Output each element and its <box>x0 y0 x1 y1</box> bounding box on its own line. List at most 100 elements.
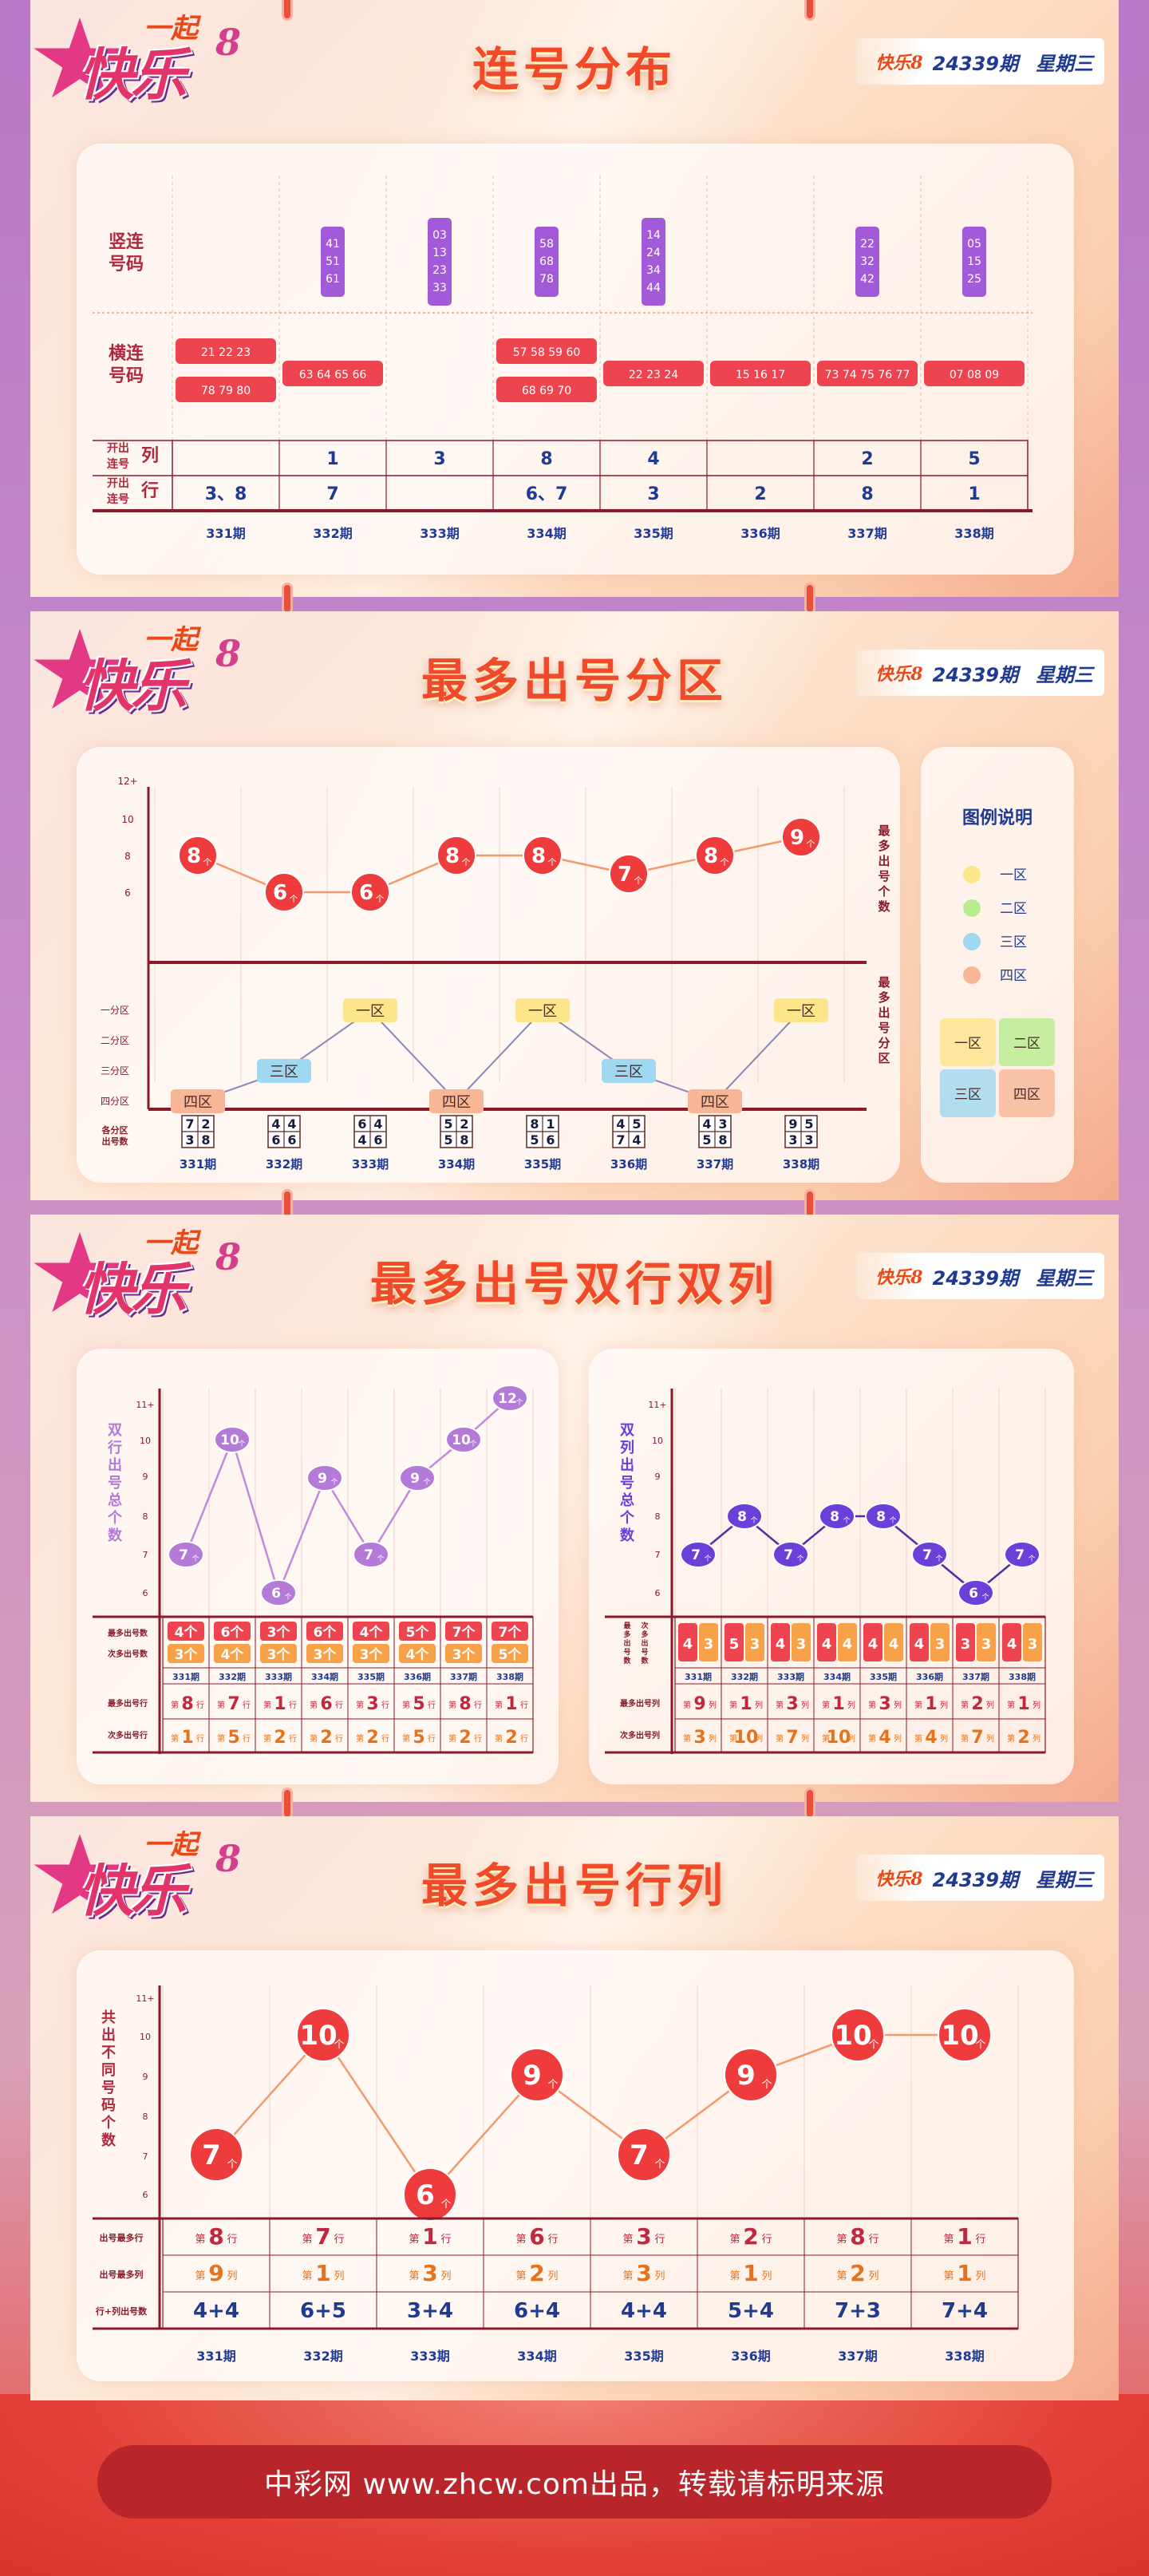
most-count-cell: 6个 <box>214 1622 251 1641</box>
svg-text:四区: 四区 <box>701 1094 729 1111</box>
svg-text:8: 8 <box>531 844 546 868</box>
period-label: 338期 <box>783 1157 819 1171</box>
svg-text:行: 行 <box>975 2234 985 2246</box>
svg-text:列: 列 <box>801 1733 809 1744</box>
svg-text:4: 4 <box>868 1636 879 1653</box>
svg-text:行: 行 <box>335 1700 343 1710</box>
svg-text:8: 8 <box>181 1694 193 1714</box>
svg-text:3: 3 <box>422 2260 437 2286</box>
svg-text:列: 列 <box>755 1733 763 1744</box>
svg-text:第: 第 <box>171 1700 179 1710</box>
svg-text:6: 6 <box>271 1586 281 1602</box>
svg-text:第: 第 <box>302 2270 312 2282</box>
svg-text:个: 个 <box>238 1440 245 1448</box>
svg-text:三区: 三区 <box>614 1064 643 1081</box>
svg-text:三区: 三区 <box>954 1087 981 1103</box>
svg-text:第: 第 <box>409 2234 419 2246</box>
hook-icon <box>282 0 293 21</box>
row-consec-value: 3、8 <box>205 484 247 504</box>
double-cols-card: 11+ 10 9 8 7 6 7 个 8 个 7 个 8 个 8 个 7 个 6 个 7 个双列出号总个数最多出号数次多出… <box>589 1349 1074 1784</box>
issue-badge: 快乐8 24339期 星期三 <box>857 38 1104 85</box>
most-count-cell: 6个 <box>306 1622 343 1641</box>
svg-text:7个: 7个 <box>452 1624 476 1641</box>
svg-text:连号: 连号 <box>107 492 129 506</box>
horizontal-consec-pill: 07 08 09 <box>924 361 1025 386</box>
y-tick-label: 11+ <box>136 1993 154 2004</box>
svg-text:8: 8 <box>876 1509 886 1525</box>
svg-text:竖连: 竖连 <box>109 231 144 252</box>
second-count-cell: 4 <box>838 1623 857 1661</box>
svg-text:7: 7 <box>630 2139 649 2171</box>
svg-text:1: 1 <box>925 1694 937 1714</box>
svg-text:行: 行 <box>107 1439 122 1456</box>
second-count-cell: 3 <box>792 1623 811 1661</box>
svg-text:个: 个 <box>547 2079 558 2091</box>
mini-logo-text: 快乐8 <box>875 53 923 73</box>
second-line-label: 次多出号列 <box>620 1730 660 1740</box>
consecutive-card: 竖连 号码 横连 号码 开出 连号列开出 连号行 41 51 61 03 13 23 33 58 68 78 14… <box>77 144 1074 575</box>
svg-text:7: 7 <box>971 1728 983 1748</box>
svg-text:第: 第 <box>310 1700 318 1710</box>
period-label: 335期 <box>634 526 673 541</box>
svg-text:44: 44 <box>646 282 661 294</box>
svg-text:7: 7 <box>618 863 632 887</box>
svg-text:号码: 号码 <box>109 255 144 275</box>
issue-badge: 快乐8 24339期 星期三 <box>857 650 1104 696</box>
svg-text:10: 10 <box>452 1432 471 1448</box>
svg-text:8: 8 <box>187 844 201 868</box>
horizontal-consec-pill: 68 69 70 <box>496 377 597 402</box>
period-label: 334期 <box>311 1671 338 1682</box>
hook-icon <box>282 1788 293 1819</box>
y-tick-label: 10 <box>121 814 133 825</box>
y-tick-label: 9 <box>143 1472 148 1482</box>
svg-text:3个: 3个 <box>267 1624 291 1641</box>
svg-text:行: 行 <box>335 1733 343 1744</box>
svg-text:行: 行 <box>243 1733 251 1744</box>
svg-text:第: 第 <box>310 1733 318 1744</box>
second-line-label: 次多出号行 <box>108 1730 148 1740</box>
svg-text:51: 51 <box>326 255 340 268</box>
svg-text:个: 个 <box>843 1516 850 1525</box>
svg-text:3: 3 <box>879 1694 890 1714</box>
svg-text:7: 7 <box>784 1547 793 1563</box>
right-label-zone: 最多出号分区 <box>878 975 890 1065</box>
most-count-cell: 4个 <box>353 1622 389 1641</box>
svg-text:出: 出 <box>878 854 890 868</box>
svg-text:4: 4 <box>287 1116 296 1132</box>
hook-icon <box>282 583 293 614</box>
svg-text:4: 4 <box>776 1636 786 1653</box>
series-point: 12个 <box>492 1385 528 1412</box>
horizontal-consec-pill: 22 23 24 <box>603 361 704 386</box>
svg-text:个: 个 <box>721 857 729 867</box>
legend-grid-cell: 四区 <box>999 1069 1055 1117</box>
svg-text:22: 22 <box>860 238 875 251</box>
zone-tick-label: 三分区 <box>101 1065 129 1077</box>
svg-text:第: 第 <box>776 1733 784 1744</box>
svg-text:号: 号 <box>108 1475 122 1491</box>
svg-text:多: 多 <box>878 990 890 1005</box>
svg-text:第: 第 <box>263 1733 271 1744</box>
second-count-cell: 3 <box>699 1623 718 1661</box>
sum-cell: 6+5 <box>300 2299 346 2323</box>
logo-top-text: 一起 <box>144 1227 198 1259</box>
svg-text:第: 第 <box>868 1700 876 1710</box>
svg-text:个: 个 <box>203 857 212 867</box>
svg-text:第: 第 <box>409 2270 419 2282</box>
most-count-cell: 4个 <box>168 1622 204 1641</box>
svg-text:3: 3 <box>981 1636 992 1653</box>
logo-top-text: 一起 <box>144 1829 198 1861</box>
svg-text:数: 数 <box>623 1656 631 1665</box>
